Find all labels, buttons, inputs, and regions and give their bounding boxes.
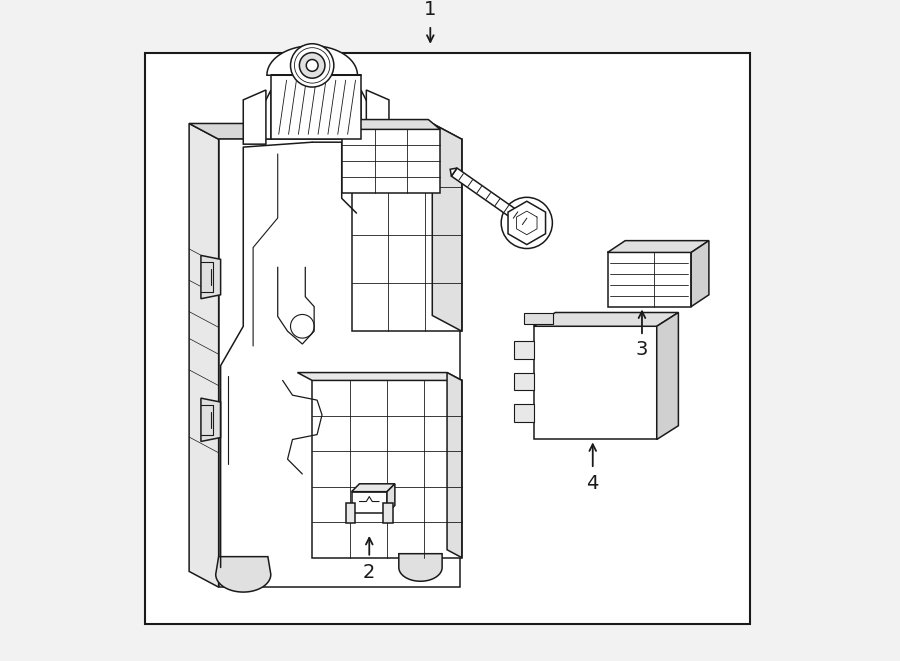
Polygon shape [243, 90, 266, 144]
Polygon shape [362, 90, 386, 139]
Polygon shape [608, 241, 709, 253]
Polygon shape [322, 124, 462, 139]
Polygon shape [312, 381, 462, 558]
Polygon shape [352, 139, 462, 331]
Polygon shape [608, 253, 691, 307]
Polygon shape [383, 504, 393, 523]
Polygon shape [432, 124, 462, 331]
Polygon shape [189, 124, 460, 139]
Polygon shape [271, 75, 362, 139]
Polygon shape [514, 373, 534, 390]
Polygon shape [267, 46, 362, 75]
Polygon shape [657, 313, 679, 440]
Text: 1: 1 [424, 0, 436, 19]
Text: 2: 2 [363, 563, 375, 582]
Polygon shape [330, 120, 440, 130]
Text: 4: 4 [587, 475, 599, 493]
Polygon shape [514, 404, 534, 422]
Circle shape [291, 44, 334, 87]
Polygon shape [247, 90, 271, 139]
Polygon shape [346, 504, 356, 523]
Circle shape [501, 198, 553, 249]
Polygon shape [534, 327, 657, 440]
Polygon shape [399, 554, 442, 581]
Polygon shape [189, 124, 219, 587]
Polygon shape [352, 484, 395, 492]
Polygon shape [450, 168, 457, 176]
Polygon shape [691, 241, 709, 307]
Polygon shape [524, 313, 554, 325]
Polygon shape [447, 373, 462, 558]
Polygon shape [216, 557, 271, 592]
Polygon shape [297, 373, 462, 381]
Polygon shape [201, 255, 220, 299]
Polygon shape [219, 139, 460, 587]
Bar [145, 53, 751, 623]
Polygon shape [201, 398, 220, 442]
Polygon shape [514, 341, 534, 359]
Text: 3: 3 [635, 340, 648, 360]
Polygon shape [352, 492, 387, 514]
Polygon shape [508, 201, 545, 245]
Polygon shape [452, 168, 529, 227]
Circle shape [291, 315, 314, 338]
Polygon shape [387, 484, 395, 514]
Polygon shape [534, 313, 679, 327]
Circle shape [306, 59, 318, 71]
Polygon shape [342, 130, 440, 194]
Polygon shape [366, 90, 389, 144]
Circle shape [300, 53, 325, 78]
